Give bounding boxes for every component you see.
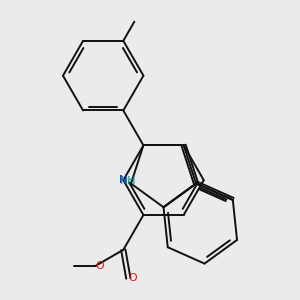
Text: O: O <box>95 260 104 271</box>
Text: NH: NH <box>120 176 136 186</box>
Text: N: N <box>119 175 128 185</box>
Text: O: O <box>129 273 137 283</box>
